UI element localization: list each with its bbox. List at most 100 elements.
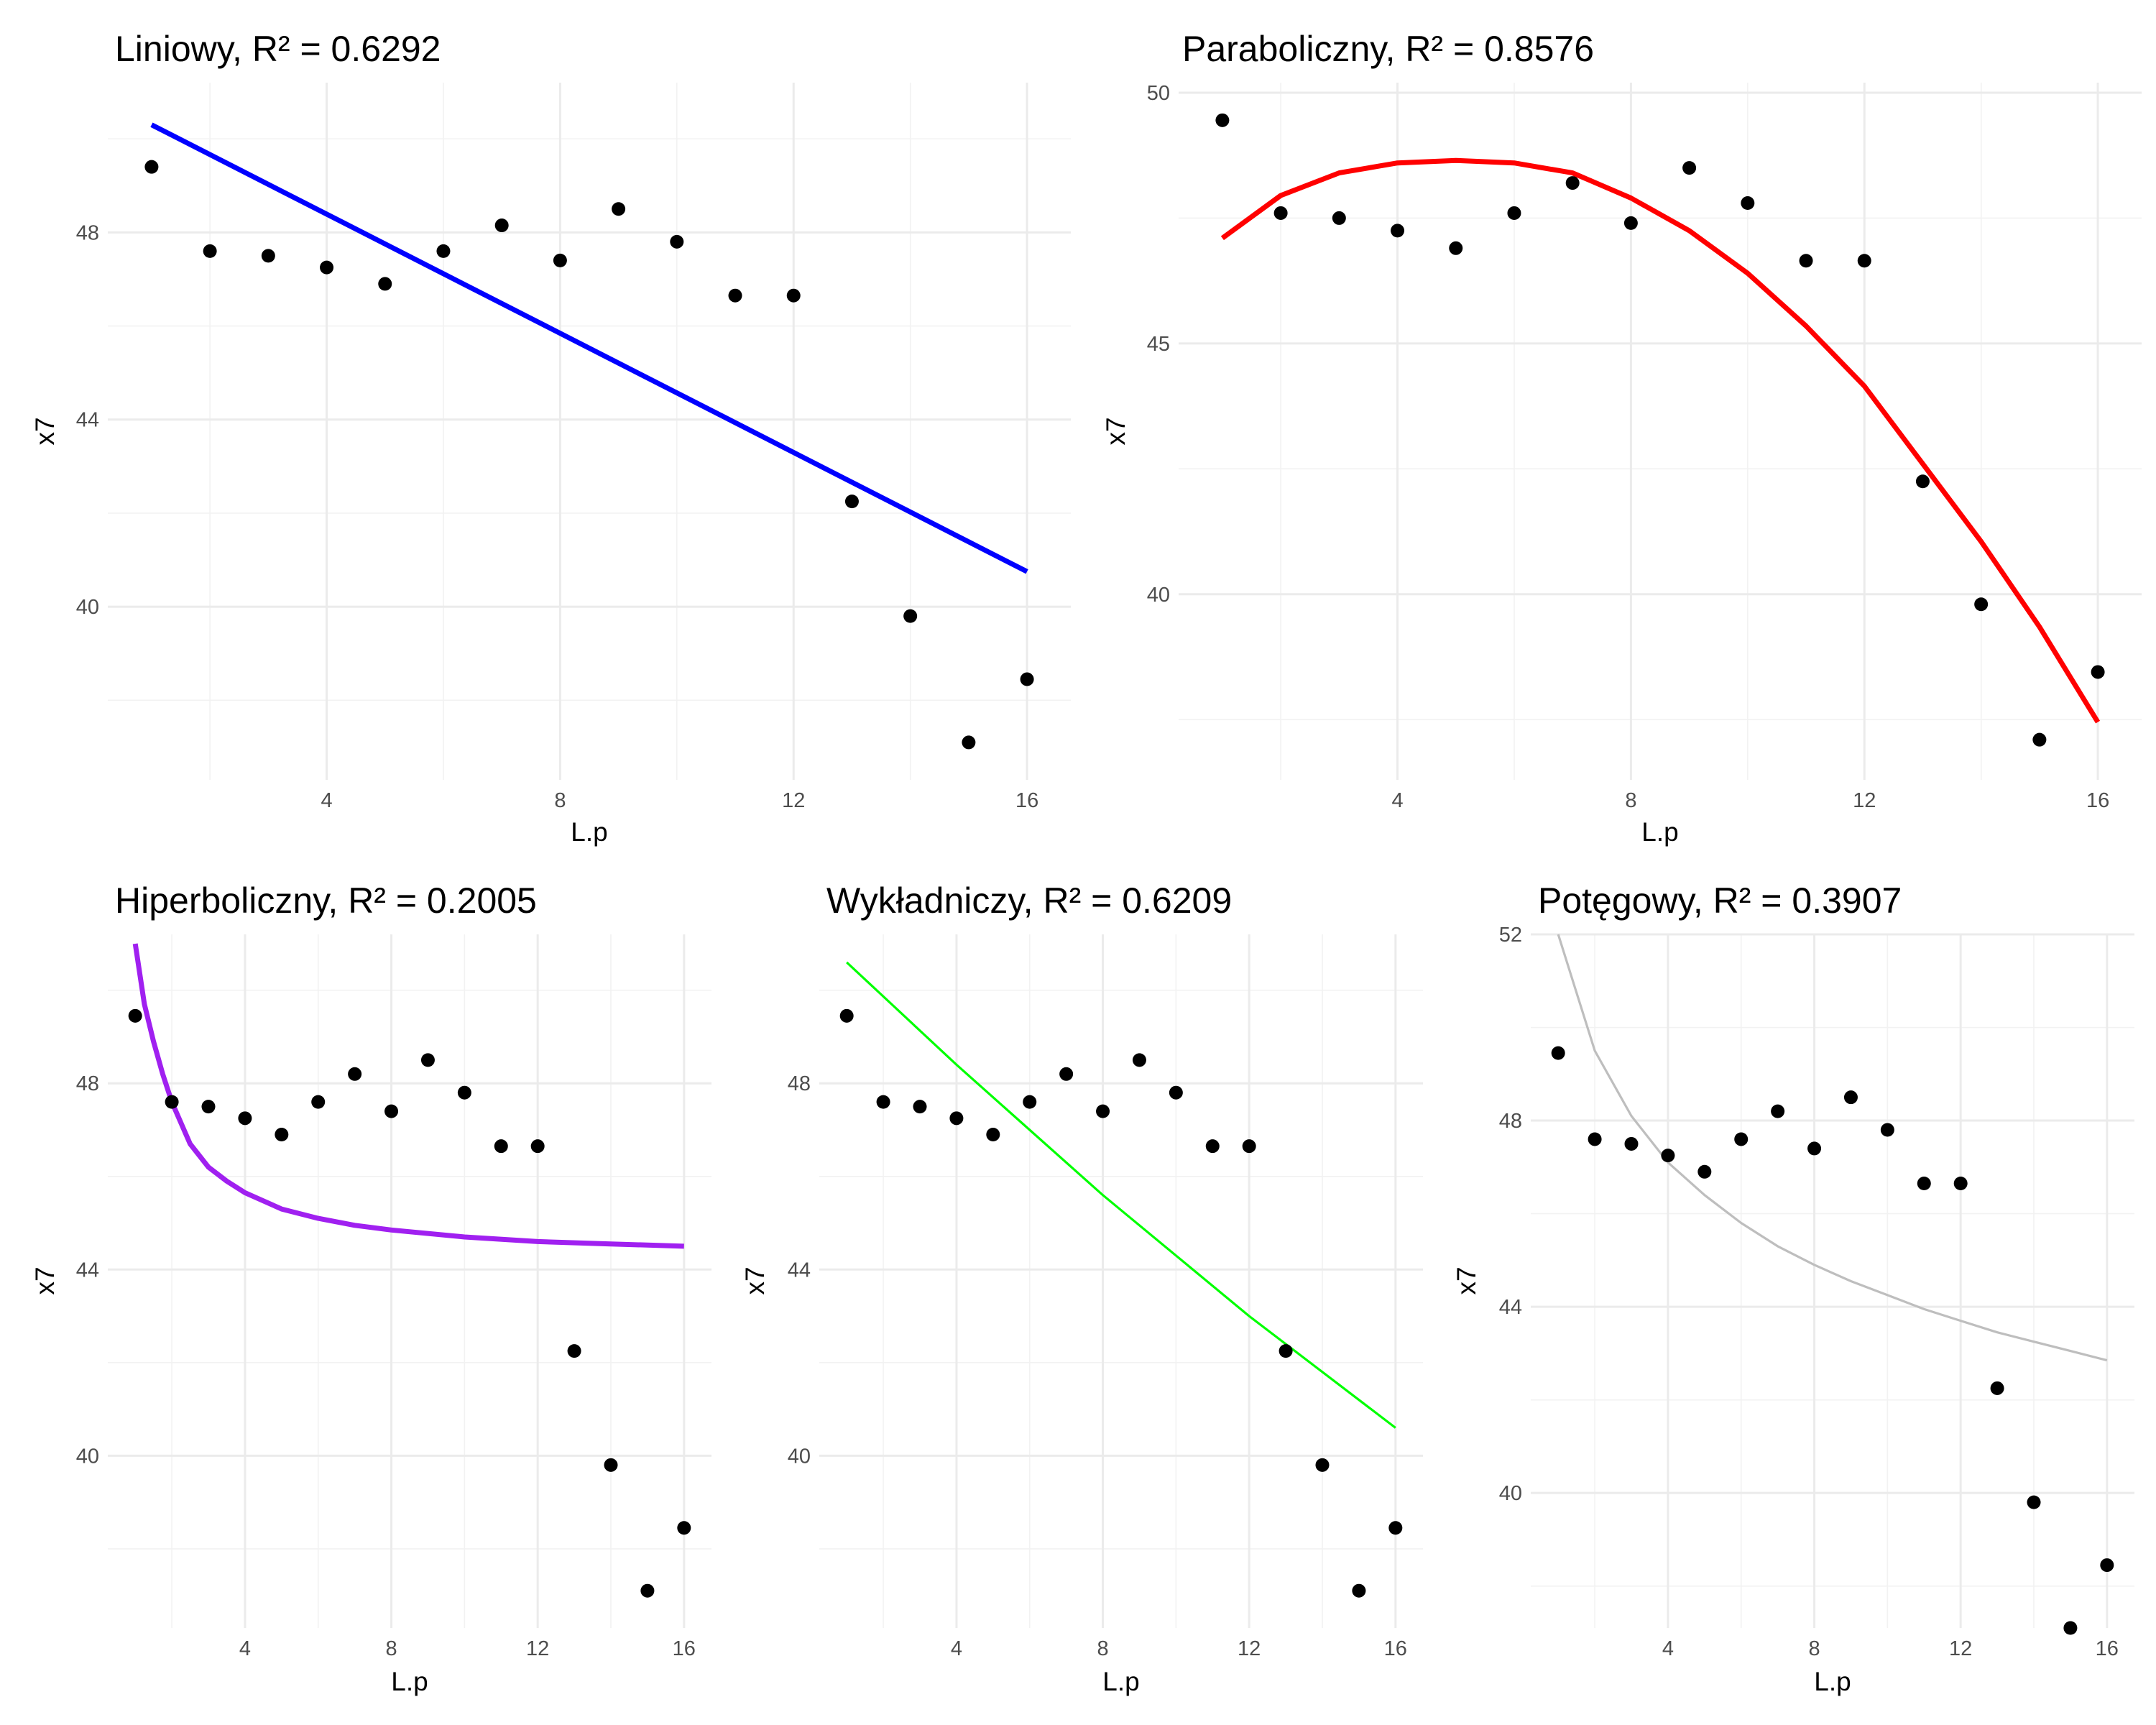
data-point [457,1085,471,1100]
data-point [677,1521,691,1535]
data-point [348,1067,362,1081]
data-point [384,1104,399,1118]
data-point [1771,1104,1785,1118]
data-point [1096,1104,1110,1118]
fit-line-paraboliczny [1220,157,2101,724]
data-point [604,1458,618,1472]
x-tick-label: 8 [554,789,566,812]
data-point [1843,1090,1858,1105]
data-point [1624,1136,1639,1151]
x-tick-label: 4 [1391,789,1403,812]
y-tick-label: 48 [76,221,99,244]
x-tick-label: 12 [1949,1637,1972,1660]
data-point [2032,732,2047,747]
data-point [238,1111,252,1126]
data-point [1974,597,1989,612]
data-point [1315,1458,1330,1472]
data-point [844,494,859,509]
data-point [1391,224,1405,238]
x-axis-label: L.p [1641,817,1678,847]
x-tick-label: 8 [1808,1637,1820,1660]
data-point [913,1100,927,1114]
x-tick-label: 16 [1015,789,1038,812]
y-axis-label: x7 [1452,1266,1481,1294]
y-tick-label: 52 [1499,924,1522,947]
x-tick-label: 12 [526,1637,549,1660]
y-axis-label: x7 [1101,417,1130,445]
data-point [530,1139,545,1154]
data-point [876,1095,890,1109]
data-point [261,249,275,263]
data-point [1507,206,1521,220]
x-tick-label: 8 [385,1637,397,1660]
x-axis-label: L.p [391,1667,428,1696]
data-point [1741,196,1755,210]
data-point [567,1344,581,1358]
data-point [1990,1381,2004,1395]
y-tick-label: 44 [788,1259,811,1282]
data-point [1132,1053,1146,1067]
data-point [1388,1521,1403,1535]
data-point [1020,672,1034,686]
data-point [1332,211,1346,225]
data-point [2027,1495,2041,1509]
data-point [962,735,976,750]
x-tick-label: 12 [782,789,805,812]
y-tick-label: 50 [1147,82,1170,105]
data-point [728,288,742,303]
data-point [1588,1132,1602,1146]
data-point [1205,1139,1220,1154]
data-point [2063,1621,2078,1635]
data-point [2091,665,2105,679]
data-point [553,253,567,267]
y-tick-label: 40 [1499,1482,1522,1505]
y-tick-label: 40 [76,1445,99,1468]
data-point [1682,161,1697,175]
x-tick-label: 16 [2096,1637,2119,1660]
x-tick-label: 4 [1662,1637,1674,1660]
x-tick-label: 16 [2086,789,2109,812]
data-point [612,202,626,216]
y-tick-label: 44 [76,409,99,432]
data-point [1279,1344,1293,1358]
y-axis-label: x7 [30,417,60,445]
data-point [275,1127,289,1141]
data-point [986,1127,1000,1141]
y-axis-label: x7 [30,1266,60,1294]
x-tick-label: 4 [321,789,332,812]
data-point [320,260,334,275]
x-tick-label: 4 [951,1637,962,1660]
data-point [949,1111,964,1126]
data-point [1915,474,1930,489]
data-point [436,244,451,258]
data-point [1215,113,1230,127]
chart-title: Potęgowy, R² = 0.3907 [1538,880,1902,921]
data-point [1953,1176,1968,1190]
chart-title: Wykładniczy, R² = 0.6209 [826,880,1232,921]
data-point [670,234,684,249]
data-point [903,609,918,623]
data-point [1023,1095,1037,1109]
data-point [1623,216,1638,230]
data-point [311,1095,326,1109]
y-tick-label: 45 [1147,333,1170,356]
data-point [839,1008,854,1023]
data-point [1734,1132,1749,1146]
x-tick-label: 12 [1853,789,1876,812]
fit-line-potegowy [1557,934,2108,1362]
data-point [378,277,392,291]
chart-title: Liniowy, R² = 0.6292 [115,29,441,69]
y-tick-label: 48 [1499,1110,1522,1133]
data-point [1273,206,1288,220]
data-point [203,244,217,258]
x-tick-label: 8 [1625,789,1636,812]
data-point [494,218,509,233]
data-point [2100,1558,2114,1573]
y-tick-label: 40 [788,1445,811,1468]
x-axis-label: L.p [571,817,607,847]
